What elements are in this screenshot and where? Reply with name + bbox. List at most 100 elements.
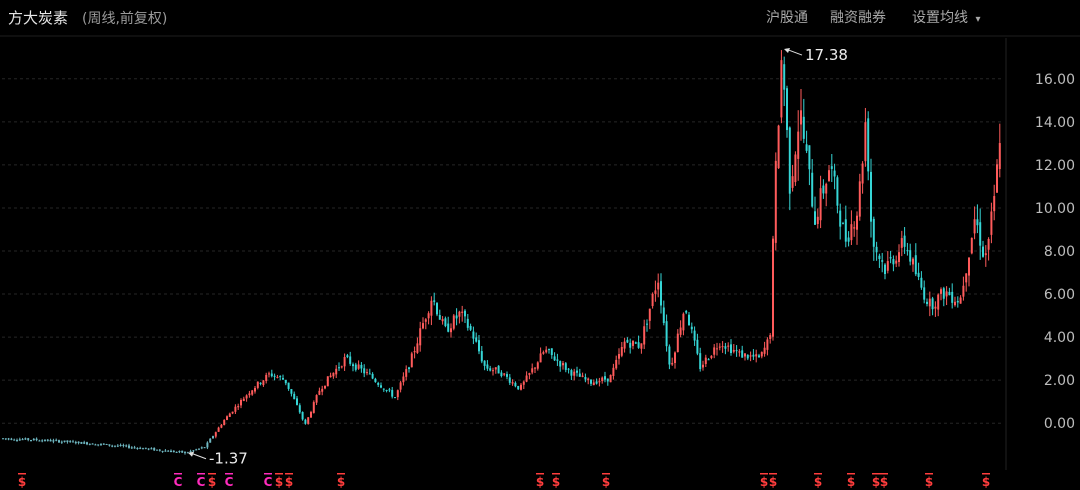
- candle-body: [394, 397, 396, 399]
- candle-body: [520, 384, 522, 390]
- event-marker: $: [337, 475, 345, 489]
- candle-body: [794, 154, 797, 183]
- candle-body: [340, 366, 343, 368]
- candle-body: [917, 272, 920, 277]
- candle-body: [797, 131, 800, 159]
- candle-body: [38, 440, 41, 442]
- candle-body: [380, 385, 382, 388]
- candle-body: [514, 382, 517, 387]
- candle-body: [220, 424, 223, 428]
- tab-hk-connect[interactable]: 沪股通: [766, 10, 808, 26]
- candle-body: [920, 277, 923, 288]
- candle-body: [41, 440, 44, 442]
- candle-body: [623, 341, 626, 349]
- candle-body: [545, 349, 548, 353]
- candle-body: [226, 416, 228, 420]
- y-tick-label: 6.00: [1044, 287, 1075, 303]
- candle-body: [825, 183, 828, 194]
- candle-body: [486, 364, 489, 369]
- candle-body: [640, 343, 643, 349]
- candle-body: [21, 439, 24, 441]
- candle-body: [783, 64, 786, 90]
- candle-body: [895, 260, 898, 264]
- candle-body: [433, 300, 436, 302]
- tab-margin-trading[interactable]: 融资融券: [830, 10, 886, 26]
- candle-body: [850, 224, 853, 241]
- candle-body: [60, 441, 63, 443]
- candle-body: [16, 440, 18, 442]
- candle-body: [346, 355, 349, 358]
- candle-body: [198, 448, 200, 450]
- candle-body: [973, 219, 976, 234]
- candle-body: [307, 417, 310, 424]
- candle-body: [909, 250, 912, 262]
- candle-body: [368, 373, 371, 375]
- candle-body: [956, 300, 959, 303]
- candle-series: [2, 50, 1001, 455]
- candle-body: [371, 373, 374, 379]
- y-tick-label: 2.00: [1044, 373, 1075, 389]
- candle-body: [497, 365, 500, 374]
- candle-body: [119, 445, 122, 447]
- y-tick-label: 12.00: [1035, 158, 1075, 174]
- event-marker-bar: [536, 473, 544, 475]
- candle-body: [52, 440, 55, 442]
- candle-body: [618, 354, 620, 359]
- candle-body: [259, 382, 262, 384]
- candle-body: [66, 440, 69, 442]
- candle-body: [632, 340, 634, 346]
- candle-body: [721, 346, 724, 348]
- candle-body: [811, 172, 814, 207]
- candle-body: [914, 255, 917, 275]
- candle-body: [475, 337, 478, 342]
- candle-body: [13, 439, 16, 441]
- candle-body: [758, 355, 760, 358]
- y-tick-label: 14.00: [1035, 115, 1075, 131]
- candle-body: [615, 359, 618, 369]
- candle-body: [234, 406, 237, 412]
- event-marker: $: [285, 475, 293, 489]
- candle-body: [80, 442, 83, 444]
- candle-body: [245, 395, 248, 399]
- candle-body: [872, 218, 875, 247]
- event-marker-bar: [18, 473, 26, 475]
- candle-body: [354, 364, 357, 370]
- candle-body: [654, 290, 657, 294]
- candle-body: [83, 442, 86, 444]
- candle-body: [886, 261, 889, 271]
- candle-body: [489, 368, 492, 371]
- candle-body: [153, 447, 156, 451]
- candle-body: [377, 382, 380, 385]
- candle-body: [175, 451, 178, 453]
- candle-body: [63, 440, 66, 442]
- ma-settings-button[interactable]: 设置均线 ▾: [912, 7, 980, 27]
- candle-body: [828, 170, 830, 182]
- event-marker-bar: [602, 473, 610, 475]
- candle-body: [573, 371, 576, 376]
- candle-body: [889, 257, 892, 259]
- candle-body: [867, 118, 870, 172]
- candle-body: [881, 260, 884, 262]
- candle-body: [172, 450, 175, 453]
- candle-body: [696, 339, 699, 354]
- candle-body: [170, 450, 172, 453]
- y-tick-label: 10.00: [1035, 201, 1075, 217]
- candle-body: [842, 223, 844, 225]
- stock-name: 方大炭素: [8, 9, 69, 27]
- candle-body: [276, 376, 279, 378]
- candle-body: [413, 351, 416, 353]
- candle-body: [626, 339, 629, 343]
- candle-body: [142, 448, 144, 450]
- candle-body: [578, 373, 581, 377]
- annotation-label: -1.37: [209, 450, 248, 468]
- candle-body: [861, 163, 864, 184]
- event-marker-bar: [337, 473, 345, 475]
- event-marker: $: [536, 475, 544, 489]
- candle-body: [262, 380, 265, 386]
- candle-body: [786, 88, 788, 131]
- candle-body: [847, 237, 850, 242]
- candle-body: [352, 364, 354, 367]
- candle-body: [58, 440, 60, 443]
- candle-body: [730, 344, 732, 354]
